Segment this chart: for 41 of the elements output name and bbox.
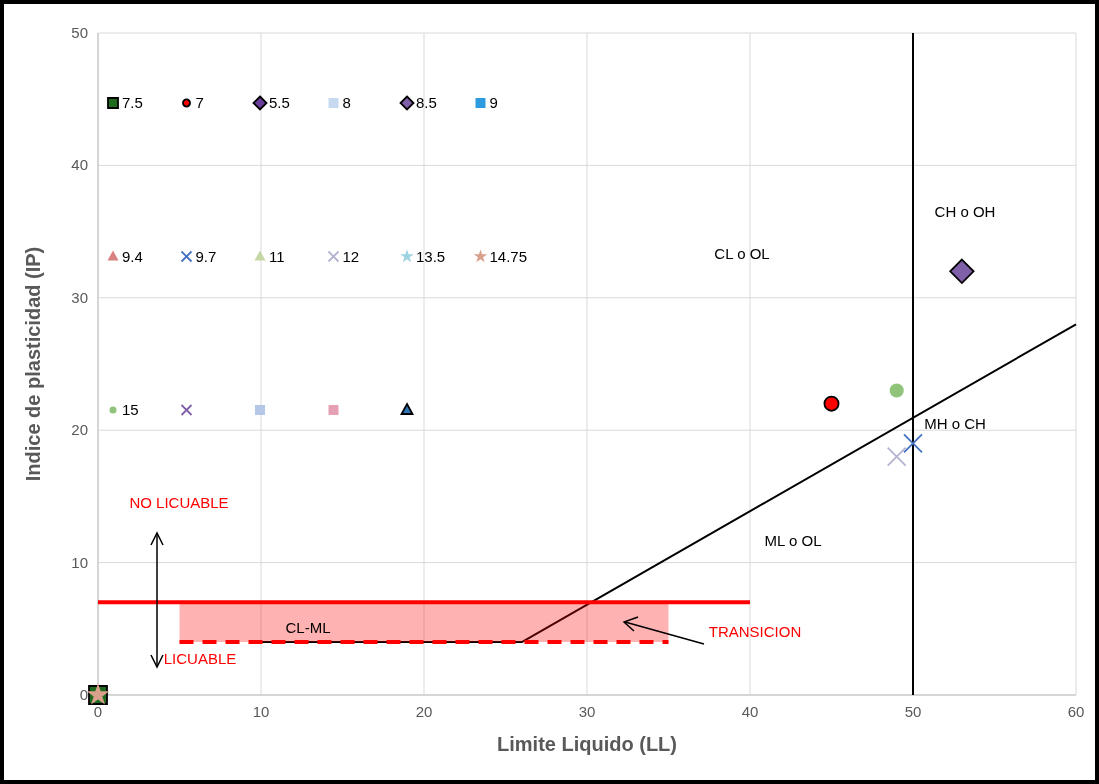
y-tick-label: 50 (71, 24, 88, 41)
legend-label: 9.4 (122, 247, 143, 265)
x-tick-label: 40 (741, 703, 759, 720)
legend-label: 11 (269, 247, 285, 265)
legend-label: 13.5 (416, 247, 446, 265)
point (823, 395, 840, 412)
x-tick-label: 0 (93, 703, 103, 720)
legend-label: 14.75 (489, 247, 528, 265)
point (886, 446, 907, 467)
annotation: ML o OL (764, 532, 822, 549)
x-tick-label: 50 (904, 703, 922, 720)
legend-label: 15 (122, 401, 139, 418)
y-tick-label: 40 (71, 156, 88, 174)
x-tick-label: 10 (252, 703, 270, 720)
x-axis-title: Limite Liquido (LL) (497, 733, 677, 755)
point (889, 383, 904, 398)
annotation: NO LICUABLE (129, 494, 229, 511)
legend-label: 7 (195, 94, 204, 111)
legend-label: 9.7 (195, 247, 217, 265)
annotation: CL o OL (714, 245, 770, 262)
x-tick-label: 20 (415, 703, 433, 720)
annotation: TRANSICION (708, 623, 802, 640)
x-tick-label: 30 (578, 703, 596, 720)
y-axis-title: Indice de plasticidad (IP) (22, 246, 44, 482)
annotation: CH o OH (934, 203, 996, 220)
y-tick-label: 0 (79, 686, 88, 703)
legend-label: 9 (489, 94, 498, 111)
annotation: CL-ML (285, 619, 331, 636)
legend-label: 5.5 (269, 94, 290, 111)
legend-label: 12 (342, 247, 360, 265)
point (949, 258, 975, 284)
x-tick-label: 60 (1067, 703, 1085, 720)
legend-label: 7.5 (122, 94, 143, 111)
y-tick-label: 20 (71, 421, 88, 439)
y-tick-label: 30 (71, 288, 88, 306)
legend-label: 8.5 (416, 94, 437, 111)
point (903, 433, 923, 454)
annotation: LICUABLE (163, 650, 237, 667)
annotation: MH o CH (924, 415, 986, 432)
y-tick-label: 10 (71, 553, 88, 571)
legend-label: 8 (342, 94, 351, 111)
